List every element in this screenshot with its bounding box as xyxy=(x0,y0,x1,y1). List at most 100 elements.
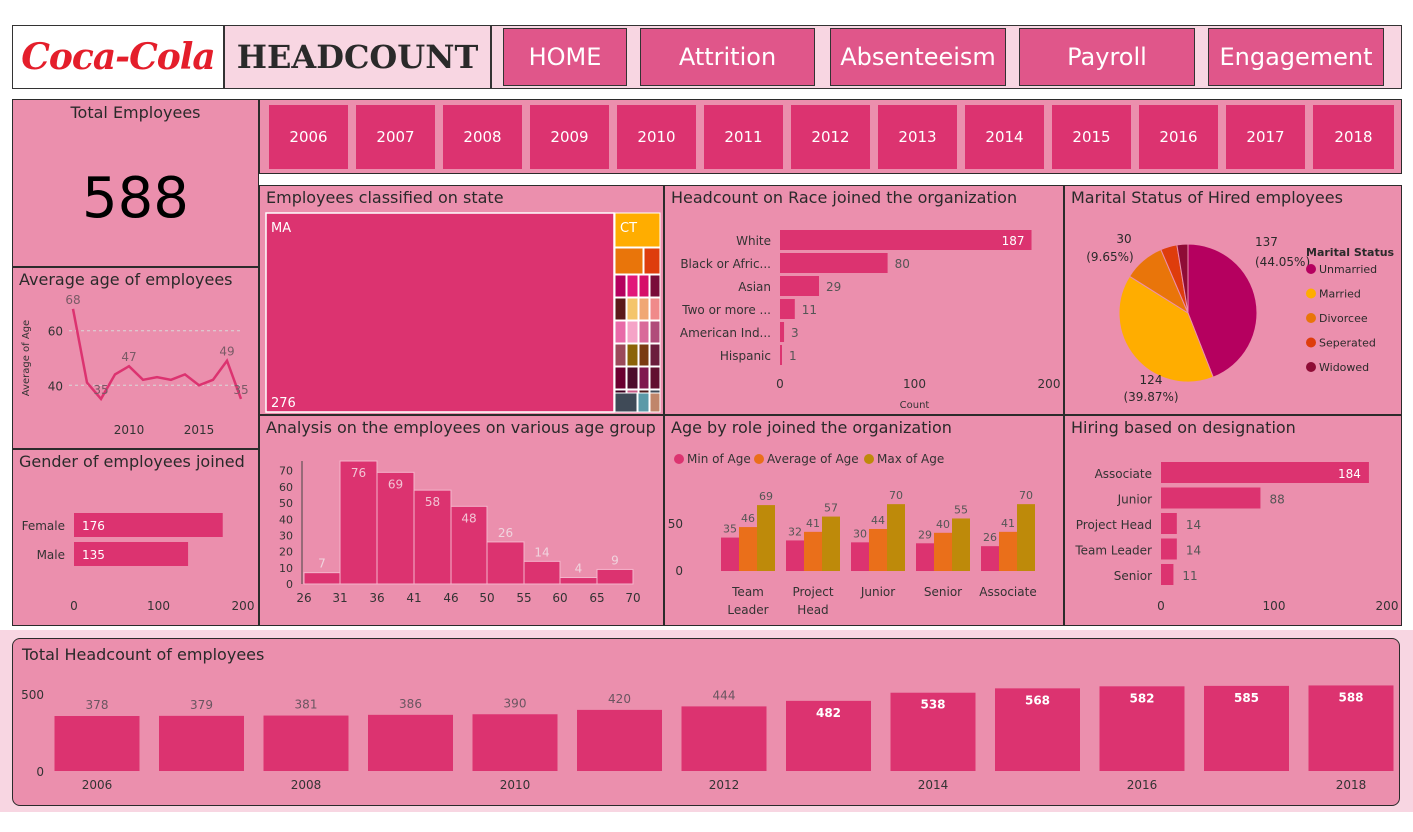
bar-value-label: 1 xyxy=(789,349,797,363)
bar-value-label: 30 xyxy=(853,527,867,540)
x-tick-label: 2018 xyxy=(1336,778,1367,792)
y-tick-label: 70 xyxy=(279,465,293,478)
year-button-2007[interactable]: 2007 xyxy=(356,105,435,169)
average-age-panel: Average age of employees 40 60 2010 2015 Ave… xyxy=(12,267,259,449)
histogram-bar xyxy=(523,560,561,585)
y-tick-label: 10 xyxy=(279,562,293,575)
treemap-cell xyxy=(638,320,650,344)
treemap-cell xyxy=(614,247,644,275)
year-button-2009[interactable]: 2009 xyxy=(530,105,609,169)
race-bar xyxy=(780,345,782,365)
age-role-title: Age by role joined the organization xyxy=(671,418,952,437)
x-tick-label: 100 xyxy=(1263,599,1286,613)
bar-value-label: 588 xyxy=(1338,690,1363,704)
marital-panel: Marital Status of Hired employees 137 (44… xyxy=(1064,185,1402,415)
headcount-bar xyxy=(681,706,767,771)
y-tick-label: 0 xyxy=(36,765,44,779)
x-tick-label: 31 xyxy=(332,591,347,605)
logo-box: Coca-Cola xyxy=(12,25,224,89)
year-button-2011[interactable]: 2011 xyxy=(704,105,783,169)
bar-value-label: 14 xyxy=(1186,544,1201,558)
year-button-2006[interactable]: 2006 xyxy=(269,105,348,169)
legend-label: Married xyxy=(1319,288,1361,301)
year-button-2013[interactable]: 2013 xyxy=(878,105,957,169)
bar-value-label: 9 xyxy=(611,553,619,567)
category-label: Female xyxy=(22,519,65,533)
x-axis-label: Count xyxy=(900,400,930,411)
legend-label: Max of Age xyxy=(877,452,944,466)
bar-value-label: 29 xyxy=(918,528,932,541)
gender-bar xyxy=(74,542,189,566)
bar-value-label: 444 xyxy=(713,688,736,702)
age-group-title: Analysis on the employees on various age… xyxy=(266,418,656,437)
x-tick-label: 200 xyxy=(1038,377,1061,391)
year-button-2014[interactable]: 2014 xyxy=(965,105,1044,169)
average-age-chart: 40 60 2010 2015 Average of Age 68 35 47 49 35 xyxy=(21,293,249,437)
year-button-2016[interactable]: 2016 xyxy=(1139,105,1218,169)
treemap-cell-ct xyxy=(614,212,661,248)
year-button-2010[interactable]: 2010 xyxy=(617,105,696,169)
bar-value-label: 29 xyxy=(826,280,841,294)
x-tick-label: 100 xyxy=(903,377,926,391)
year-button-2018[interactable]: 2018 xyxy=(1313,105,1394,169)
headcount-bar xyxy=(1204,685,1289,771)
year-button-2015[interactable]: 2015 xyxy=(1052,105,1131,169)
race-bar xyxy=(780,253,888,273)
age-group-chart: 0 10 20 30 40 50 60 70 7 76 69 58 48 26 14 4 9 26 31 36 41 46… xyxy=(279,460,641,605)
nav-home-button[interactable]: HOME xyxy=(503,28,627,86)
legend-marker xyxy=(864,454,874,464)
treemap-cell xyxy=(626,274,639,298)
bar-value-label: 379 xyxy=(190,698,213,712)
year-button-2017[interactable]: 2017 xyxy=(1226,105,1305,169)
pie-slice xyxy=(1118,275,1214,383)
race-bar xyxy=(780,276,820,296)
x-tick-label: 2014 xyxy=(918,778,949,792)
y-tick-label: 0 xyxy=(675,564,683,578)
nav-attrition-button[interactable]: Attrition xyxy=(640,28,815,86)
race-bar xyxy=(780,322,785,342)
x-tick-label: 100 xyxy=(147,599,170,613)
bar-value-label: 7 xyxy=(318,557,326,571)
age-role-panel: Age by role joined the organization Min … xyxy=(664,415,1064,626)
bar-value-label: 57 xyxy=(824,502,838,515)
histogram-bar xyxy=(450,505,488,585)
treemap-cell xyxy=(626,366,639,390)
state-panel: Employees classified on state MA 276 CT xyxy=(259,185,664,415)
bar-value-label: 41 xyxy=(806,517,820,530)
histogram-bar xyxy=(596,568,634,585)
pie-slice xyxy=(1176,243,1189,314)
coca-cola-logo: Coca-Cola xyxy=(21,36,216,78)
histogram-bar xyxy=(559,577,598,585)
bar-value-label: 70 xyxy=(889,489,903,502)
headcount-bar xyxy=(263,715,349,771)
headcount-bar xyxy=(1099,686,1185,771)
nav-payroll-button[interactable]: Payroll xyxy=(1019,28,1195,86)
bar-value-label: 80 xyxy=(895,257,910,271)
category-label: Project xyxy=(792,585,833,599)
y-tick-label: 40 xyxy=(279,513,293,526)
headcount-bar xyxy=(1308,685,1394,771)
bar-value-label: 4 xyxy=(575,562,583,576)
treemap-cell xyxy=(649,392,661,413)
slice-count-label: 30 xyxy=(1116,232,1131,246)
role-bar xyxy=(822,516,840,571)
category-label: Junior xyxy=(860,585,895,599)
year-button-2012[interactable]: 2012 xyxy=(791,105,870,169)
bar-value-label: 88 xyxy=(1269,493,1284,507)
legend-marker xyxy=(754,454,764,464)
average-age-title: Average age of employees xyxy=(19,270,233,289)
nav-engagement-button[interactable]: Engagement xyxy=(1208,28,1384,86)
legend-marker xyxy=(1306,264,1316,274)
slice-count-label: 124 xyxy=(1140,373,1163,387)
legend-marker xyxy=(1306,337,1316,348)
category-label: Hispanic xyxy=(720,349,771,363)
bar-value-label: 3 xyxy=(791,326,799,340)
treemap-value-ma: 276 xyxy=(271,396,296,411)
nav-absenteeism-button[interactable]: Absenteeism xyxy=(830,28,1006,86)
category-label: Senior xyxy=(924,585,962,599)
role-bar xyxy=(981,546,999,571)
year-button-2008[interactable]: 2008 xyxy=(443,105,522,169)
designation-bar xyxy=(1161,564,1174,585)
designation-panel: Hiring based on designation Associate 184… xyxy=(1064,415,1402,626)
slice-pct-label: (9.65%) xyxy=(1086,250,1133,264)
